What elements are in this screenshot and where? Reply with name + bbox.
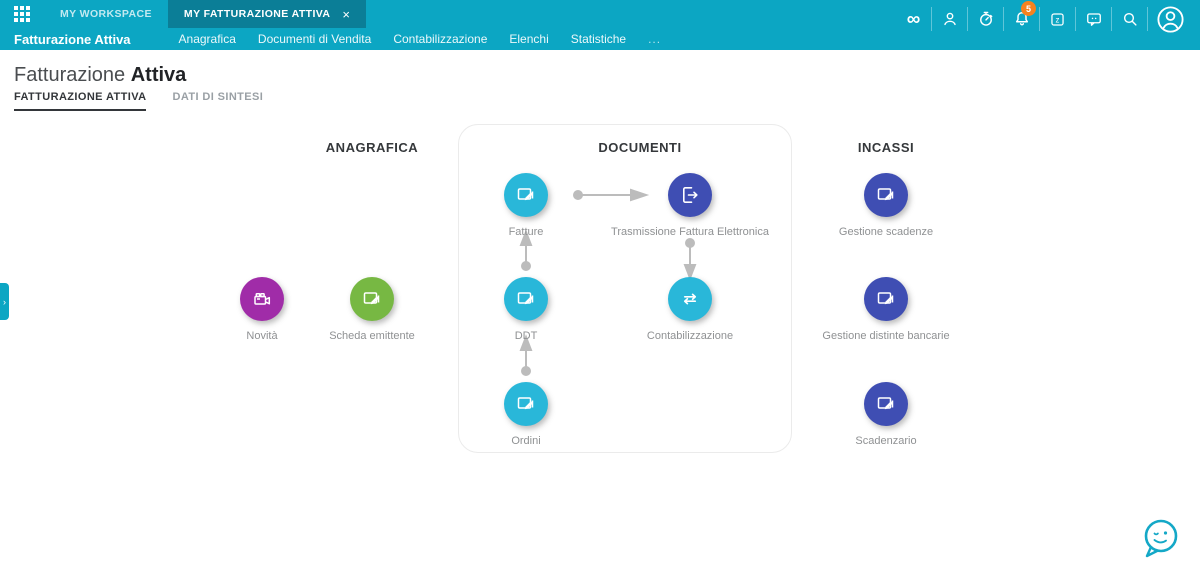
node-gestione-distinte-bancarie[interactable]: Gestione distinte bancarie <box>776 277 996 342</box>
node-gestione-scadenze[interactable]: Gestione scadenze <box>831 173 941 238</box>
left-panel-expander[interactable]: › <box>0 283 9 320</box>
bell-icon[interactable]: 5 <box>1004 0 1039 38</box>
document-edit-icon <box>864 382 908 426</box>
page-title: Fatturazione Attiva <box>14 64 187 86</box>
document-edit-icon <box>504 382 548 426</box>
chat-smiley-icon <box>1144 519 1178 558</box>
node-label: Novità <box>246 330 278 342</box>
node-label: Scheda emittente <box>329 330 415 342</box>
document-edit-icon <box>864 173 908 217</box>
feedback-icon[interactable] <box>1076 0 1111 38</box>
document-edit-icon <box>350 277 394 321</box>
node-label: DDT <box>514 330 538 342</box>
node-ordini[interactable]: Ordini <box>471 382 581 447</box>
svg-text:z: z <box>1056 15 1060 24</box>
close-tab-icon[interactable]: × <box>342 6 351 22</box>
stopwatch-icon[interactable] <box>968 0 1003 38</box>
menu-item-documenti-di-vendita[interactable]: Documenti di Vendita <box>257 32 372 46</box>
node-trasmissione-fattura-elettronica[interactable]: Trasmissione Fattura Elettronica <box>580 173 800 238</box>
heading-documenti: DOCUMENTI <box>598 140 682 155</box>
divider <box>1147 7 1148 31</box>
tab-my-workspace[interactable]: MY WORKSPACE <box>44 0 168 28</box>
node-novita[interactable]: Novità <box>207 277 317 342</box>
menu-item-elenchi[interactable]: Elenchi <box>509 32 549 46</box>
divider <box>967 7 968 31</box>
node-label: Gestione scadenze <box>838 226 934 238</box>
transfer-arrows-icon <box>668 277 712 321</box>
node-ddt[interactable]: DDT <box>471 277 581 342</box>
node-label: Trasmissione Fattura Elettronica <box>611 226 769 238</box>
chevron-right-icon: › <box>3 296 6 307</box>
module-title: Fatturazione Attiva <box>14 31 131 47</box>
header-icon-strip: ∞ 5 z <box>896 0 1192 38</box>
heading-anagrafica: ANAGRAFICA <box>325 140 419 155</box>
tab-dati-di-sintesi[interactable]: DATI DI SINTESI <box>172 91 264 103</box>
user-icon[interactable] <box>932 0 967 38</box>
node-label: Contabilizzazione <box>646 330 734 342</box>
top-header: MY WORKSPACE MY FATTURAZIONE ATTIVA × ∞ <box>0 0 1200 50</box>
app-z-icon[interactable]: z <box>1040 0 1075 38</box>
notification-badge: 5 <box>1021 1 1036 16</box>
menu-item-contabilizzazione[interactable]: Contabilizzazione <box>393 32 488 46</box>
module-menu: Anagrafica Documenti di Vendita Contabil… <box>179 32 662 46</box>
node-label: Scadenzario <box>855 435 917 447</box>
divider <box>931 7 932 31</box>
node-contabilizzazione[interactable]: Contabilizzazione <box>635 277 745 342</box>
chat-help-button[interactable] <box>1137 514 1185 562</box>
document-edit-icon <box>864 277 908 321</box>
divider <box>1039 7 1040 31</box>
page-tabs: FATTURAZIONE ATTIVA DATI DI SINTESI <box>14 91 263 111</box>
menu-overflow-icon[interactable]: ... <box>648 32 662 46</box>
account-avatar-icon[interactable] <box>1148 0 1192 38</box>
divider <box>1003 7 1004 31</box>
divider <box>1075 7 1076 31</box>
module-menubar: Fatturazione Attiva Anagrafica Documenti… <box>0 28 1200 50</box>
search-icon[interactable] <box>1112 0 1147 38</box>
workspace-tabstrip: MY WORKSPACE MY FATTURAZIONE ATTIVA × ∞ <box>0 0 1200 33</box>
heading-incassi: INCASSI <box>857 140 915 155</box>
export-icon <box>668 173 712 217</box>
node-label: Ordini <box>511 435 541 447</box>
tab-fatturazione-attiva[interactable]: FATTURAZIONE ATTIVA <box>14 91 147 111</box>
node-scheda-emittente[interactable]: Scheda emittente <box>317 277 427 342</box>
tab-label: MY WORKSPACE <box>60 8 152 20</box>
grid-dots-icon <box>14 6 30 22</box>
menu-item-statistiche[interactable]: Statistiche <box>570 32 627 46</box>
tab-my-fatturazione-attiva[interactable]: MY FATTURAZIONE ATTIVA × <box>167 0 367 28</box>
menu-item-anagrafica[interactable]: Anagrafica <box>178 32 236 46</box>
node-label: Gestione distinte bancarie <box>822 330 950 342</box>
infinity-icon[interactable]: ∞ <box>906 8 921 30</box>
document-edit-icon <box>504 277 548 321</box>
node-fatture[interactable]: Fatture <box>471 173 581 238</box>
node-label: Fatture <box>508 226 544 238</box>
node-scadenzario[interactable]: Scadenzario <box>831 382 941 447</box>
tab-label: MY FATTURAZIONE ATTIVA <box>183 8 331 20</box>
app-grid-icon[interactable] <box>0 0 44 28</box>
documenti-panel <box>458 124 792 453</box>
video-camera-icon <box>240 277 284 321</box>
document-edit-icon <box>504 173 548 217</box>
divider <box>1111 7 1112 31</box>
